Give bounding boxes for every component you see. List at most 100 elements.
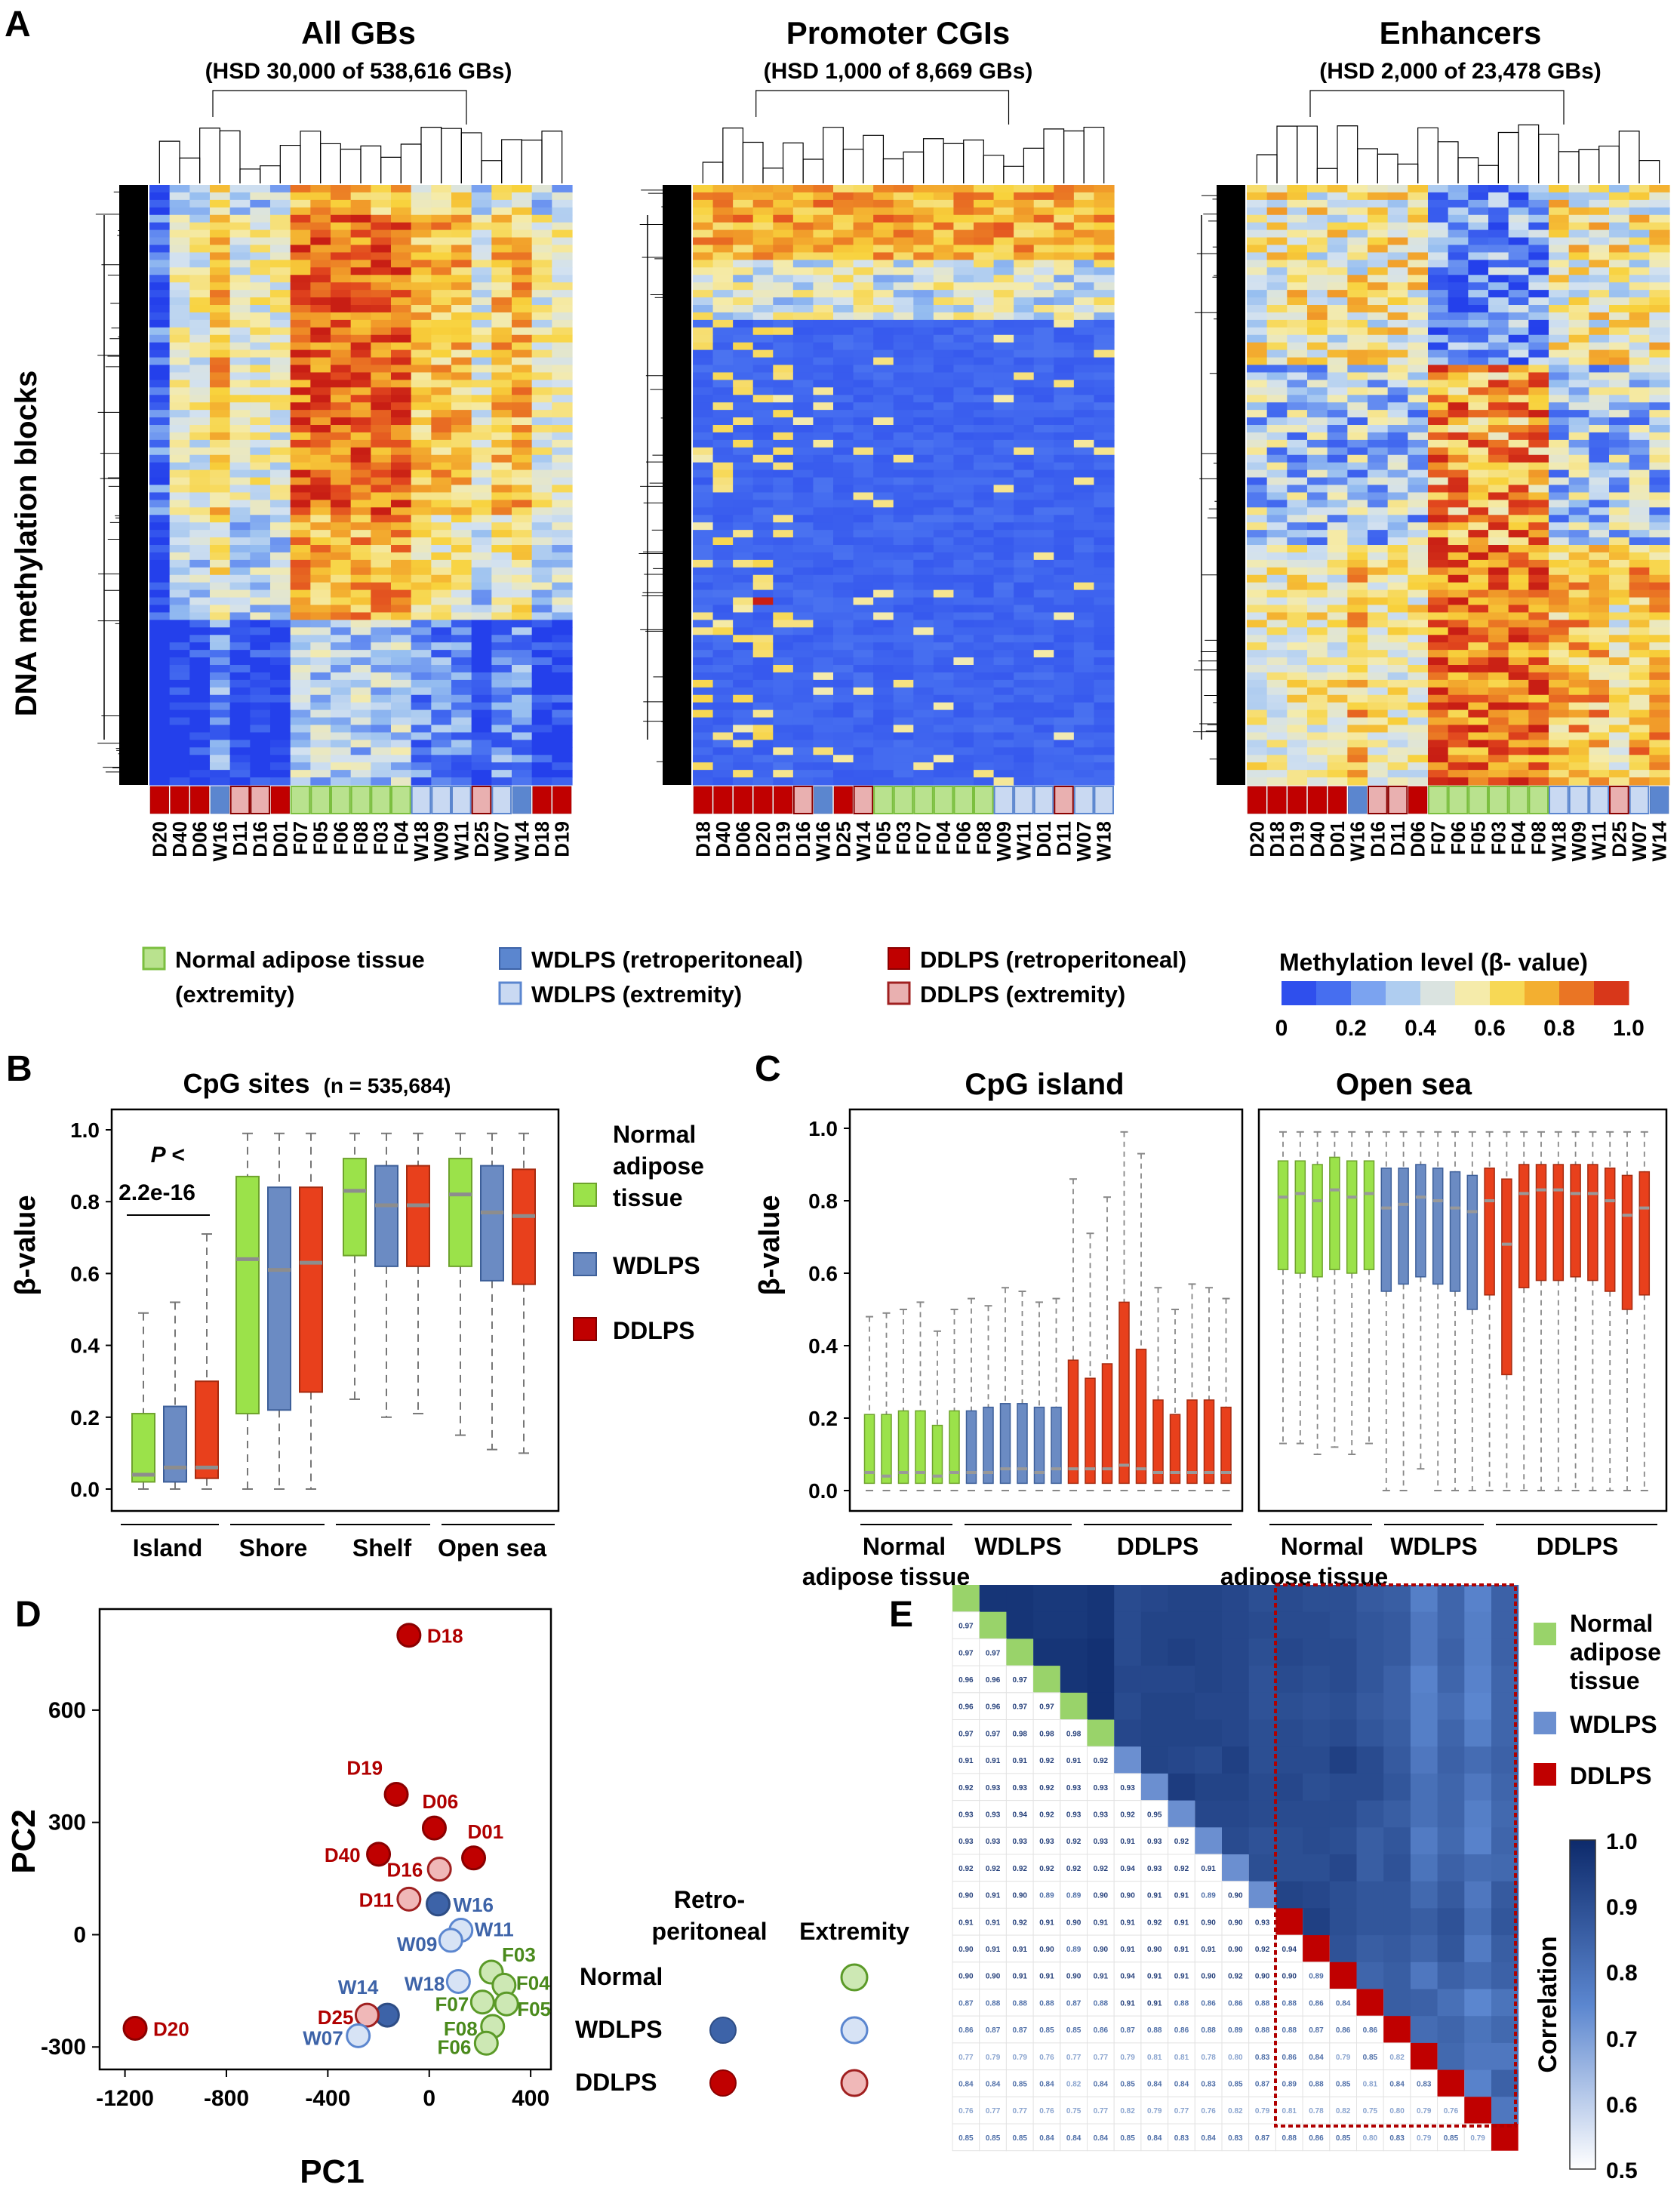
heatmap-cell bbox=[1014, 462, 1035, 471]
heatmap-cell bbox=[331, 552, 352, 561]
heatmap-cell bbox=[431, 665, 452, 673]
heatmap-cell bbox=[1468, 485, 1489, 494]
heatmap-cell bbox=[1287, 492, 1308, 500]
heatmap-cell bbox=[1054, 417, 1075, 426]
heatmap-cell bbox=[310, 477, 331, 486]
heatmap-cell bbox=[752, 222, 774, 231]
group-cell bbox=[814, 786, 833, 814]
heatmap-cell bbox=[1033, 275, 1054, 283]
dendrogram-link bbox=[863, 134, 885, 183]
heatmap-cell bbox=[933, 545, 955, 553]
heatmap-cell bbox=[1428, 522, 1449, 531]
heatmap-cell bbox=[1589, 439, 1610, 448]
heatmap-cell bbox=[331, 665, 352, 673]
heatmap-cell bbox=[993, 702, 1014, 711]
heatmap-cell bbox=[1649, 574, 1670, 583]
heatmap-cell bbox=[290, 462, 311, 471]
heatmap-cell bbox=[974, 589, 995, 598]
heatmap-cell bbox=[371, 620, 392, 628]
heatmap-cell bbox=[250, 740, 271, 748]
heatmap-cell bbox=[431, 327, 452, 336]
heatmap-cell bbox=[1468, 252, 1489, 260]
heatmap-cell bbox=[229, 605, 251, 614]
heatmap-cell bbox=[531, 312, 552, 321]
heatmap-cell bbox=[471, 365, 492, 374]
heatmap-cell bbox=[531, 245, 552, 254]
heatmap-cell bbox=[733, 237, 754, 246]
heatmap-cell bbox=[1408, 477, 1429, 486]
heatmap-cell bbox=[733, 319, 754, 328]
heatmap-cell bbox=[1094, 365, 1115, 374]
heatmap-cell bbox=[1033, 597, 1054, 606]
heatmap-cell bbox=[1508, 582, 1529, 591]
heatmap-cell bbox=[331, 545, 352, 553]
heatmap-cell bbox=[169, 537, 190, 546]
heatmap-cell bbox=[1428, 319, 1449, 328]
heatmap-cell bbox=[531, 372, 552, 380]
heatmap-cell bbox=[1094, 357, 1115, 366]
heatmap-cell bbox=[813, 214, 834, 223]
heatmap-cell bbox=[350, 522, 371, 531]
sample-label: D20 bbox=[752, 821, 774, 857]
heatmap-cell bbox=[1307, 365, 1328, 374]
group-cell bbox=[371, 786, 392, 814]
heatmap-cell bbox=[1629, 192, 1650, 201]
heatmap-cell bbox=[391, 297, 412, 306]
heatmap-cell bbox=[1508, 627, 1529, 635]
heatmap-cell bbox=[270, 642, 291, 651]
heatmap-cell bbox=[250, 349, 271, 358]
heatmap-cell bbox=[893, 770, 914, 778]
heatmap-cell bbox=[1307, 372, 1328, 380]
heatmap-cell bbox=[451, 192, 472, 201]
heatmap-cell bbox=[531, 229, 552, 238]
heatmap-cell bbox=[512, 305, 533, 313]
heatmap-cell bbox=[471, 439, 492, 448]
heatmap-cell bbox=[491, 717, 512, 726]
heatmap-cell bbox=[491, 725, 512, 734]
heatmap-cell bbox=[693, 305, 714, 313]
heatmap-cell bbox=[873, 425, 894, 433]
heatmap-cell bbox=[773, 349, 794, 358]
heatmap-cell bbox=[773, 507, 794, 515]
heatmap-cell bbox=[1528, 507, 1549, 515]
heatmap-cell bbox=[873, 199, 894, 208]
heatmap-cell bbox=[913, 319, 934, 328]
heatmap-cell bbox=[1014, 229, 1035, 238]
heatmap-cell bbox=[1508, 650, 1529, 658]
heatmap-cell bbox=[1287, 605, 1308, 614]
heatmap-cell bbox=[1589, 402, 1610, 411]
heatmap-cell bbox=[1033, 357, 1054, 366]
heatmap-cell bbox=[411, 635, 432, 643]
heatmap-cell bbox=[310, 559, 331, 568]
heatmap-cell bbox=[953, 530, 974, 538]
dendrogram-link bbox=[541, 131, 563, 183]
heatmap-cell bbox=[712, 485, 734, 494]
heatmap-cell bbox=[1568, 282, 1589, 291]
heatmap-cell bbox=[1549, 334, 1570, 343]
heatmap-cell bbox=[431, 679, 452, 688]
heatmap-cell bbox=[451, 635, 472, 643]
heatmap-cell bbox=[451, 492, 472, 500]
heatmap-cell bbox=[993, 342, 1014, 351]
heatmap-cell bbox=[773, 380, 794, 388]
heatmap-cell bbox=[1568, 439, 1589, 448]
heatmap-cell bbox=[792, 327, 814, 336]
heatmap-cell bbox=[1247, 334, 1268, 343]
heatmap-cell bbox=[290, 770, 311, 778]
heatmap-cell bbox=[189, 485, 211, 494]
heatmap-cell bbox=[512, 657, 533, 666]
heatmap-cell bbox=[471, 725, 492, 734]
heatmap-cell bbox=[1589, 252, 1610, 260]
heatmap-cell bbox=[552, 522, 573, 531]
heatmap-cell bbox=[693, 410, 714, 418]
heatmap-cell bbox=[1508, 237, 1529, 246]
heatmap-cell bbox=[1347, 432, 1368, 441]
heatmap-cell bbox=[290, 589, 311, 598]
heatmap-cell bbox=[531, 507, 552, 515]
heatmap-cell bbox=[512, 267, 533, 275]
heatmap-cell bbox=[229, 312, 251, 321]
heatmap-cell bbox=[1327, 642, 1348, 651]
heatmap-cell bbox=[371, 214, 392, 223]
heatmap-cell bbox=[953, 740, 974, 748]
heatmap-cell bbox=[1568, 402, 1589, 411]
